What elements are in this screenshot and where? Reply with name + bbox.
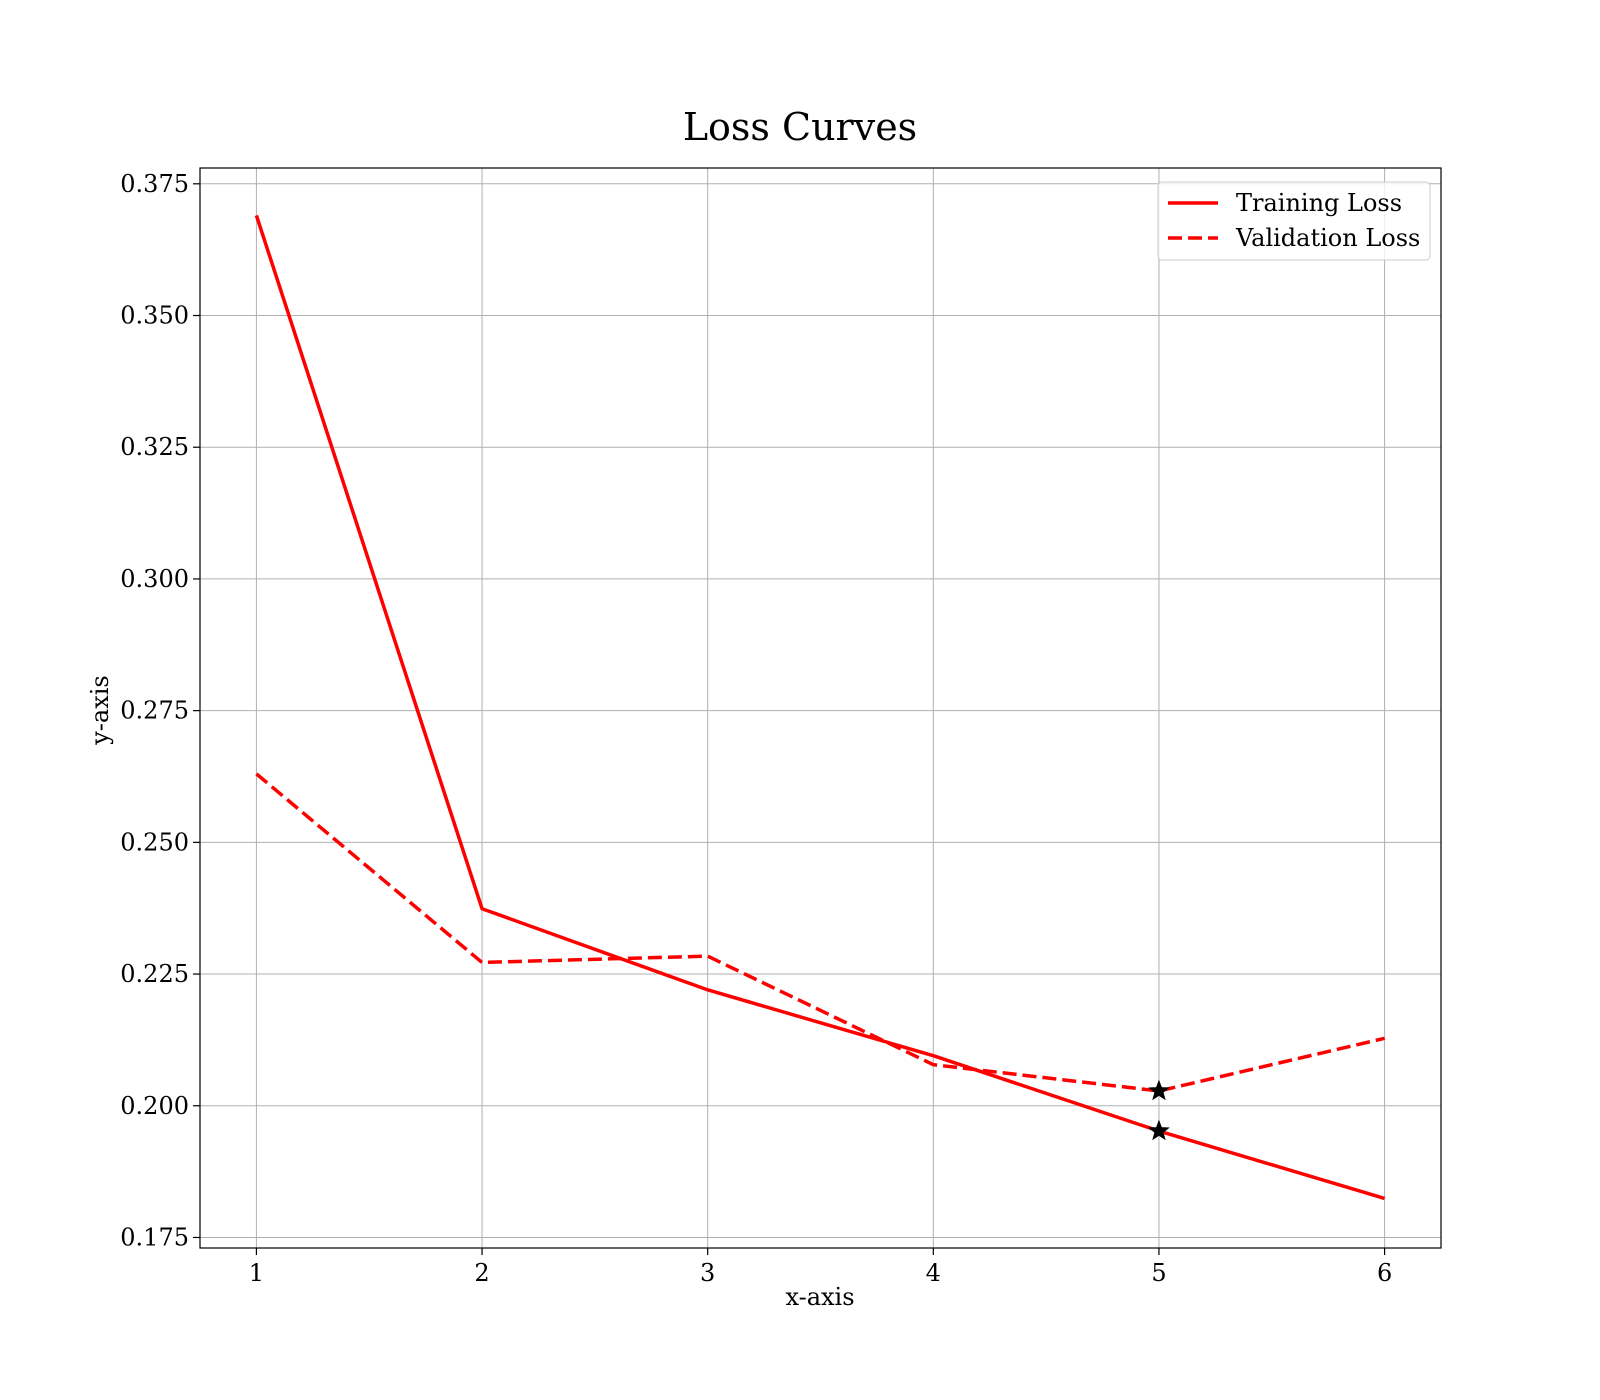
y-tick-label: 0.275 bbox=[120, 697, 189, 725]
y-tick-label: 0.225 bbox=[120, 960, 189, 988]
grid-lines bbox=[200, 168, 1441, 1248]
star-marker-validation-loss bbox=[1148, 1079, 1170, 1101]
x-tick-label: 1 bbox=[249, 1259, 264, 1287]
axis-ticks: 1 2 3 4 5 6 0.175 0.200 0.225 0.250 0.275 0.300 0.32… bbox=[120, 170, 1392, 1287]
marker-layer bbox=[1148, 1079, 1170, 1141]
legend: Training Loss Validation Loss bbox=[1157, 181, 1431, 261]
y-tick-label: 0.175 bbox=[120, 1223, 189, 1251]
chart-title: Loss Curves bbox=[683, 105, 917, 149]
x-tick-label: 3 bbox=[700, 1259, 715, 1287]
y-tick-label: 0.300 bbox=[120, 565, 189, 593]
star-marker-training-loss bbox=[1148, 1119, 1170, 1141]
y-axis-label: y-axis bbox=[86, 675, 114, 746]
x-tick-label: 6 bbox=[1377, 1259, 1392, 1287]
x-tick-label: 5 bbox=[1151, 1259, 1166, 1287]
x-tick-label: 4 bbox=[926, 1259, 941, 1287]
series-layer bbox=[254, 214, 1386, 1201]
x-tick-label: 2 bbox=[474, 1259, 489, 1287]
y-tick-label: 0.325 bbox=[120, 433, 189, 461]
legend-label-validation-loss: Validation Loss bbox=[1235, 224, 1420, 252]
legend-label-training-loss: Training Loss bbox=[1236, 189, 1402, 217]
x-axis-label: x-axis bbox=[785, 1283, 854, 1311]
y-tick-label: 0.375 bbox=[120, 170, 189, 198]
y-tick-label: 0.350 bbox=[120, 302, 189, 330]
series-line-training-loss bbox=[254, 214, 1386, 1201]
legend-box bbox=[1157, 181, 1431, 261]
series-line-validation-loss bbox=[255, 772, 1385, 1093]
plot-frame bbox=[199, 167, 1442, 1249]
y-tick-label: 0.250 bbox=[120, 828, 189, 856]
y-tick-label: 0.200 bbox=[120, 1092, 189, 1120]
